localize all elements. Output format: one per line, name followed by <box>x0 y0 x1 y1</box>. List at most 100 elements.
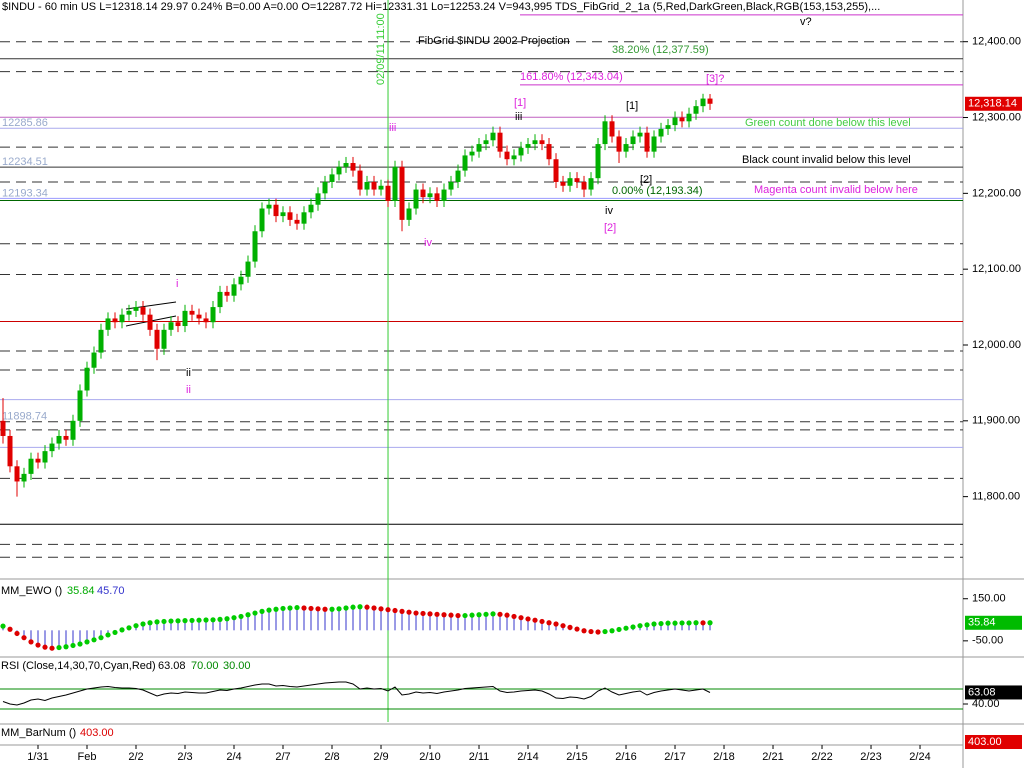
ewo-dot <box>189 617 195 624</box>
candle-body <box>518 147 524 156</box>
ewo-dot <box>119 627 125 633</box>
candle-body <box>434 193 440 201</box>
annotation: [2] <box>604 222 616 234</box>
ewo-dot <box>637 623 643 629</box>
chart-header: $INDU - 60 min US L=12318.14 29.97 0.24%… <box>2 1 880 13</box>
candle-body <box>462 155 468 171</box>
annotation: FibGrid $INDU 2002 Projection <box>418 35 570 47</box>
candle-body <box>119 314 125 323</box>
candle-body <box>371 181 377 190</box>
ewo-dot <box>588 628 594 635</box>
candle-body <box>504 151 510 160</box>
ewo-dot <box>595 629 601 635</box>
candle-body <box>644 132 650 152</box>
ewo-dot <box>532 617 538 623</box>
x-tick-label: 2/10 <box>419 751 440 763</box>
ewo-dot <box>693 620 699 626</box>
annotation: iii <box>515 111 522 123</box>
candle-body <box>91 352 97 368</box>
ewo-dot <box>406 609 412 615</box>
annotation: 38.20% (12,377.59) <box>612 44 709 56</box>
candle-body <box>315 193 321 205</box>
candle-body <box>224 291 230 296</box>
last-price-box <box>965 96 1022 111</box>
annotation: Black count invalid below this level <box>742 154 911 166</box>
candle-body <box>637 132 643 137</box>
ewo-dot <box>686 620 692 626</box>
ewo-dot <box>518 615 524 621</box>
ewo-dot <box>539 618 545 625</box>
ewo-dot <box>266 607 272 613</box>
candle-body <box>595 144 601 179</box>
candle-body <box>133 307 139 311</box>
candle-body <box>532 140 538 145</box>
indicator-value: 70.00 <box>191 660 219 672</box>
ewo-dot <box>511 613 517 620</box>
x-tick-label: 2/3 <box>177 751 192 763</box>
ewo-dot <box>665 620 671 626</box>
annotation: iv <box>424 237 432 249</box>
ewo-dot <box>168 618 174 624</box>
x-tick-label: 2/4 <box>226 751 241 763</box>
ewo-dot <box>651 621 657 627</box>
candle-body <box>273 204 279 217</box>
ewo-dot <box>462 612 468 619</box>
ewo-dot <box>259 608 265 614</box>
x-tick-label: 2/9 <box>373 751 388 763</box>
candle-body <box>490 132 496 141</box>
candle-body <box>399 166 405 220</box>
ewo-dot <box>357 604 363 610</box>
x-tick-label: 2/21 <box>762 751 783 763</box>
annotation: iii <box>389 122 396 134</box>
candle-body <box>35 458 41 463</box>
candle-body <box>147 314 153 330</box>
ewo-dot <box>280 605 286 612</box>
candle-body <box>301 212 307 224</box>
ewo-dot <box>147 620 153 626</box>
candle-body <box>427 193 433 198</box>
annotation: Magenta count invalid below here <box>754 184 918 196</box>
candle-body <box>98 329 104 353</box>
candle-body <box>252 231 258 262</box>
candle-body <box>539 140 545 145</box>
candle-body <box>574 178 580 182</box>
ewo-dot <box>623 625 629 631</box>
ewo-dot <box>154 619 160 625</box>
candle-body <box>105 318 111 330</box>
ewo-dot <box>441 612 447 618</box>
ewo-dot <box>413 610 419 616</box>
annotation: Green count done below this level <box>745 117 911 129</box>
candle-body <box>266 204 272 209</box>
ewo-dot <box>679 620 685 626</box>
candle-body <box>364 181 370 190</box>
x-tick-label: 1/31 <box>27 751 48 763</box>
y-tick-label: 12,000.00 <box>972 339 1021 351</box>
ewo-dot <box>616 626 622 633</box>
ewo-dot <box>21 635 27 641</box>
candle-body <box>511 155 517 160</box>
candle-body <box>588 178 594 190</box>
ewo-dot <box>378 606 384 612</box>
candle-body <box>210 307 216 323</box>
candle-body <box>497 132 503 152</box>
candle-body <box>0 420 6 436</box>
annotation: 0.00% (12,193.34) <box>612 185 703 197</box>
candle-body <box>469 151 475 156</box>
y-tick-label: 12,300.00 <box>972 111 1021 123</box>
ewo-dot <box>196 617 202 623</box>
ewo-dot <box>392 607 398 614</box>
y-tick-label: 40.00 <box>972 698 1000 710</box>
y-tick-label: 12,100.00 <box>972 263 1021 275</box>
x-tick-label: 2/16 <box>615 751 636 763</box>
candle-body <box>420 189 426 198</box>
ewo-dot <box>329 606 335 612</box>
indicator-value: 45.70 <box>97 585 125 597</box>
candle-body <box>392 166 398 201</box>
ewo-dot <box>70 642 76 649</box>
ewo-dot <box>574 626 580 632</box>
indicator-box-label: 63.08 <box>968 686 996 698</box>
ewo-dot <box>105 632 111 638</box>
annotation: i <box>176 278 178 290</box>
candle-body <box>560 181 566 186</box>
